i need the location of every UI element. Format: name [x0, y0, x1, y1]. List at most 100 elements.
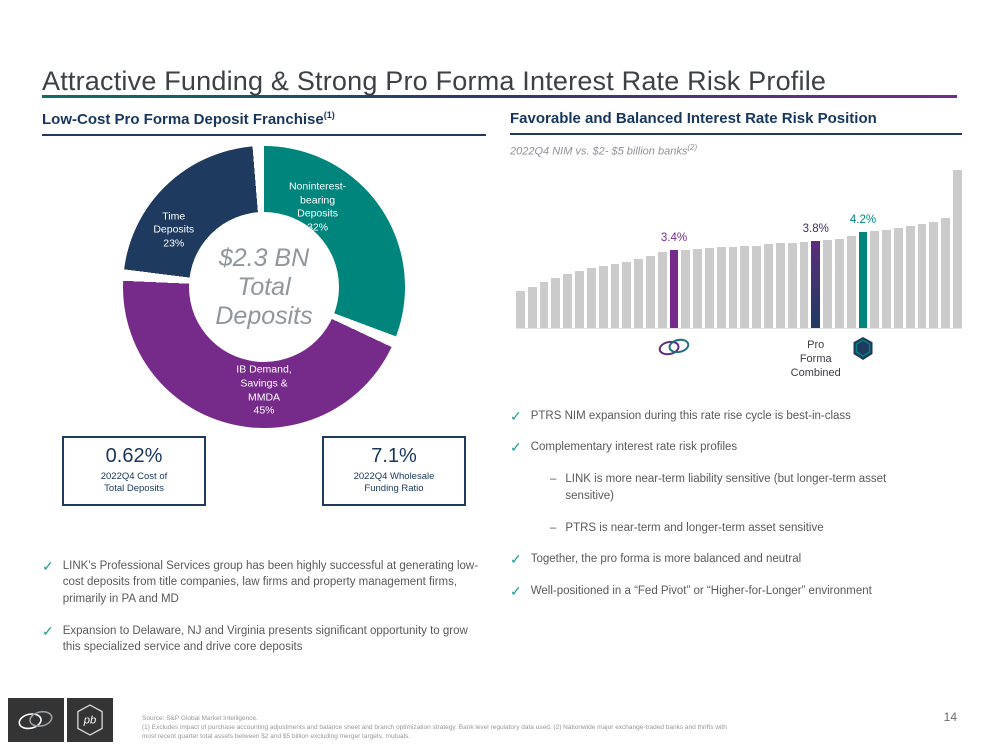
cost-of-deposits-label: 2022Q4 Cost of Total Deposits [100, 471, 168, 495]
nim-bar [882, 229, 891, 328]
nim-bars: 3.4% 3.8% 4.2% [516, 168, 962, 329]
check-icon: ✓ [510, 551, 522, 568]
donut-hole [189, 212, 339, 362]
nim-bar [539, 281, 549, 328]
nim-bar [551, 277, 561, 328]
nim-bar [894, 227, 903, 328]
ptrs-logo-tile: pb [67, 698, 113, 742]
right-bullet-3-text: Together, the pro forma is more balanced… [530, 553, 802, 566]
cost-of-deposits-value: 0.62% [105, 445, 163, 467]
nim-bar [775, 242, 785, 328]
right-heading-text: Favorable and Balanced Interest Rate Ris… [510, 110, 877, 127]
stat-box-cost-of-deposits: 0.62% 2022Q4 Cost of Total Deposits [62, 436, 206, 506]
page-number: 14 [943, 710, 957, 724]
nim-bar [799, 241, 809, 328]
nim-bar-chart: 3.4% 3.8% 4.2% Pro Forma Combined [510, 168, 962, 384]
check-icon: ✓ [42, 557, 54, 574]
left-bullet-2-text: Expansion to Delaware, NJ and Virginia p… [62, 624, 468, 654]
right-section-heading: Favorable and Balanced Interest Rate Ris… [510, 110, 962, 135]
link-rings-logo [18, 710, 53, 730]
nim-bar [846, 235, 856, 328]
link-logo-tile [8, 698, 64, 742]
check-icon: ✓ [510, 583, 522, 600]
dash-icon: – [550, 473, 557, 486]
source-text: Source: S&P Global Market Intelligence. … [142, 714, 727, 740]
nim-bar [764, 243, 773, 328]
dash-icon: – [550, 521, 557, 534]
nim-bar [953, 169, 962, 328]
nim-bar [563, 273, 573, 328]
wholesale-funding-value: 7.1% [371, 445, 417, 467]
right-sub-bullet-1-text: LINK is more near-term liability sensiti… [565, 473, 887, 502]
right-bullet-3: ✓ Together, the pro forma is more balanc… [510, 551, 962, 568]
nim-bar-annotations: Pro Forma Combined [516, 332, 962, 384]
stat-box-wholesale-funding: 7.1% 2022Q4 Wholesale Funding Ratio [322, 436, 466, 506]
nim-bar [929, 221, 939, 328]
nim-bar [586, 267, 596, 328]
nim-bar [622, 261, 632, 328]
check-icon: ✓ [510, 407, 522, 424]
nim-value-label: 3.4% [660, 231, 688, 244]
donut-label-time-deposits: Time Deposits 23% [153, 210, 195, 250]
nim-bar [634, 258, 643, 328]
nim-bar [905, 225, 915, 328]
nim-bar [716, 246, 726, 328]
nim-bar [516, 290, 525, 328]
nim-bar [705, 247, 714, 328]
nim-bar [752, 245, 762, 328]
donut-label-ib-demand: IB Demand, Savings & MMDA 45% [236, 364, 292, 417]
pro-forma-combined-label: Pro Forma Combined [790, 338, 841, 380]
link-rings-logo [658, 338, 690, 355]
nim-chart-subtitle-footnote: (2) [687, 143, 698, 152]
check-icon: ✓ [42, 622, 54, 639]
right-bullet-1: ✓ PTRS NIM expansion during this rate ri… [510, 408, 962, 425]
nim-bar [598, 265, 608, 328]
right-bullet-4: ✓ Well-positioned in a “Fed Pivot” or “H… [510, 583, 962, 600]
right-sub-bullet-2-text: PTRS is near-term and longer-term asset … [565, 521, 824, 534]
left-heading-footnote: (1) [323, 110, 335, 120]
right-bullet-2-text: Complementary interest rate risk profile… [530, 441, 738, 454]
nim-chart-subtitle-text: 2022Q4 NIM vs. $2- $5 billion banks [510, 145, 688, 158]
donut-label-noninterest-bearing: Noninterest- bearing Deposits 32% [288, 180, 347, 234]
nim-bar [870, 230, 880, 328]
nim-bar [787, 242, 797, 328]
nim-bar [728, 246, 738, 328]
wholesale-funding-label: 2022Q4 Wholesale Funding Ratio [353, 471, 435, 495]
svg-text:pb: pb [83, 715, 96, 727]
deposit-mix-donut-chart: $2.3 BN Total Deposits Noninterest- bear… [123, 146, 405, 428]
nim-bar [527, 286, 537, 328]
interest-rate-risk-section: Favorable and Balanced Interest Rate Ris… [510, 110, 962, 615]
donut-center-label: $2.3 BN Total Deposits [215, 243, 313, 330]
left-bullet-list: ✓ LINK’s Professional Services group has… [42, 558, 486, 656]
nim-bar [917, 223, 927, 328]
right-bullet-1-text: PTRS NIM expansion during this rate rise… [530, 409, 851, 422]
nim-bar-pro-forma-combined: 3.8% [803, 223, 829, 328]
left-bullet-1-text: LINK’s Professional Services group has b… [62, 559, 479, 606]
nim-value-label: 4.2% [849, 213, 877, 226]
right-sub-bullet-2: – PTRS is near-term and longer-term asse… [550, 520, 932, 537]
right-bullet-list: ✓ PTRS NIM expansion during this rate ri… [510, 408, 962, 600]
page-title: Attractive Funding & Strong Pro Forma In… [42, 66, 827, 97]
nim-bar [941, 217, 951, 328]
nim-bar [823, 239, 832, 328]
left-section-heading: Low-Cost Pro Forma Deposit Franchise(1) [42, 110, 486, 136]
left-bullet-1: ✓ LINK’s Professional Services group has… [42, 558, 486, 608]
nim-bar [575, 270, 584, 328]
ptrs-shield-logo: pb [77, 704, 103, 736]
nim-bar [681, 249, 691, 328]
right-bullet-4-text: Well-positioned in a “Fed Pivot” or “Hig… [530, 585, 872, 598]
right-sub-bullet-1: – LINK is more near-term liability sensi… [550, 471, 932, 504]
title-divider [42, 95, 957, 98]
nim-bar [693, 248, 702, 328]
stat-box-row: 0.62% 2022Q4 Cost of Total Deposits 7.1%… [62, 436, 466, 506]
ptrs-shield-logo [853, 336, 873, 360]
deposit-franchise-section: Low-Cost Pro Forma Deposit Franchise(1) … [42, 110, 486, 671]
nim-bar [610, 263, 620, 328]
left-heading-text: Low-Cost Pro Forma Deposit Franchise [42, 111, 324, 128]
nim-bar-link: 3.4% [661, 232, 687, 328]
check-icon: ✓ [510, 439, 522, 456]
nim-chart-subtitle: 2022Q4 NIM vs. $2- $5 billion banks(2) [510, 143, 962, 158]
left-bullet-2: ✓ Expansion to Delaware, NJ and Virginia… [42, 623, 486, 656]
nim-bar-ptrs: 4.2% [850, 214, 876, 328]
